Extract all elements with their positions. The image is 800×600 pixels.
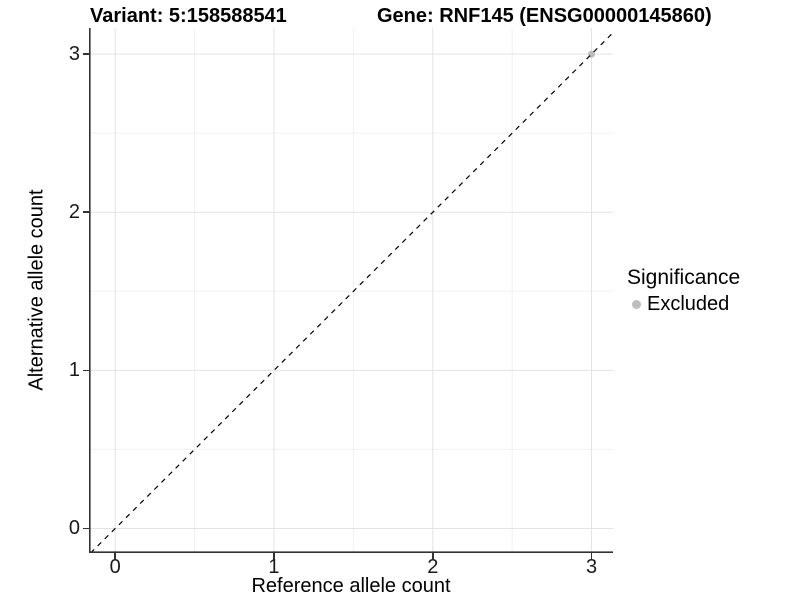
x-tick-mark [273,553,275,559]
circle-icon [632,300,641,309]
plot-title-gene: Gene: RNF145 (ENSG00000145860) [377,5,712,27]
plot-title-variant: Variant: 5:158588541 [90,5,287,27]
y-tick-label: 0 [68,517,80,540]
legend: Significance Excluded [627,266,740,316]
legend-title: Significance [627,266,741,289]
x-tick-mark [114,553,116,559]
plot-panel [89,28,613,553]
x-tick-label: 1 [268,556,280,578]
y-tick-mark [83,369,89,372]
y-tick-mark [83,527,89,530]
y-tick-label: 1 [68,359,80,382]
plot-area [89,28,613,553]
x-axis-title: Reference allele count [251,575,451,597]
y-tick-mark [83,211,89,213]
legend-item-label: Excluded [647,293,730,315]
x-tick-label: 0 [109,556,121,578]
identity-dashed-line [90,32,613,553]
x-tick-label: 3 [586,556,598,578]
y-tick-mark [83,53,89,55]
legend-item-excluded: Excluded [632,293,740,316]
legend-items: Excluded [627,293,740,316]
x-tick-mark [590,553,593,559]
y-axis-title: Alternative allele count [25,189,48,391]
x-tick-label: 2 [427,556,439,578]
x-tick-mark [432,553,434,559]
y-tick-label: 2 [68,201,80,224]
y-tick-label: 3 [68,43,80,66]
